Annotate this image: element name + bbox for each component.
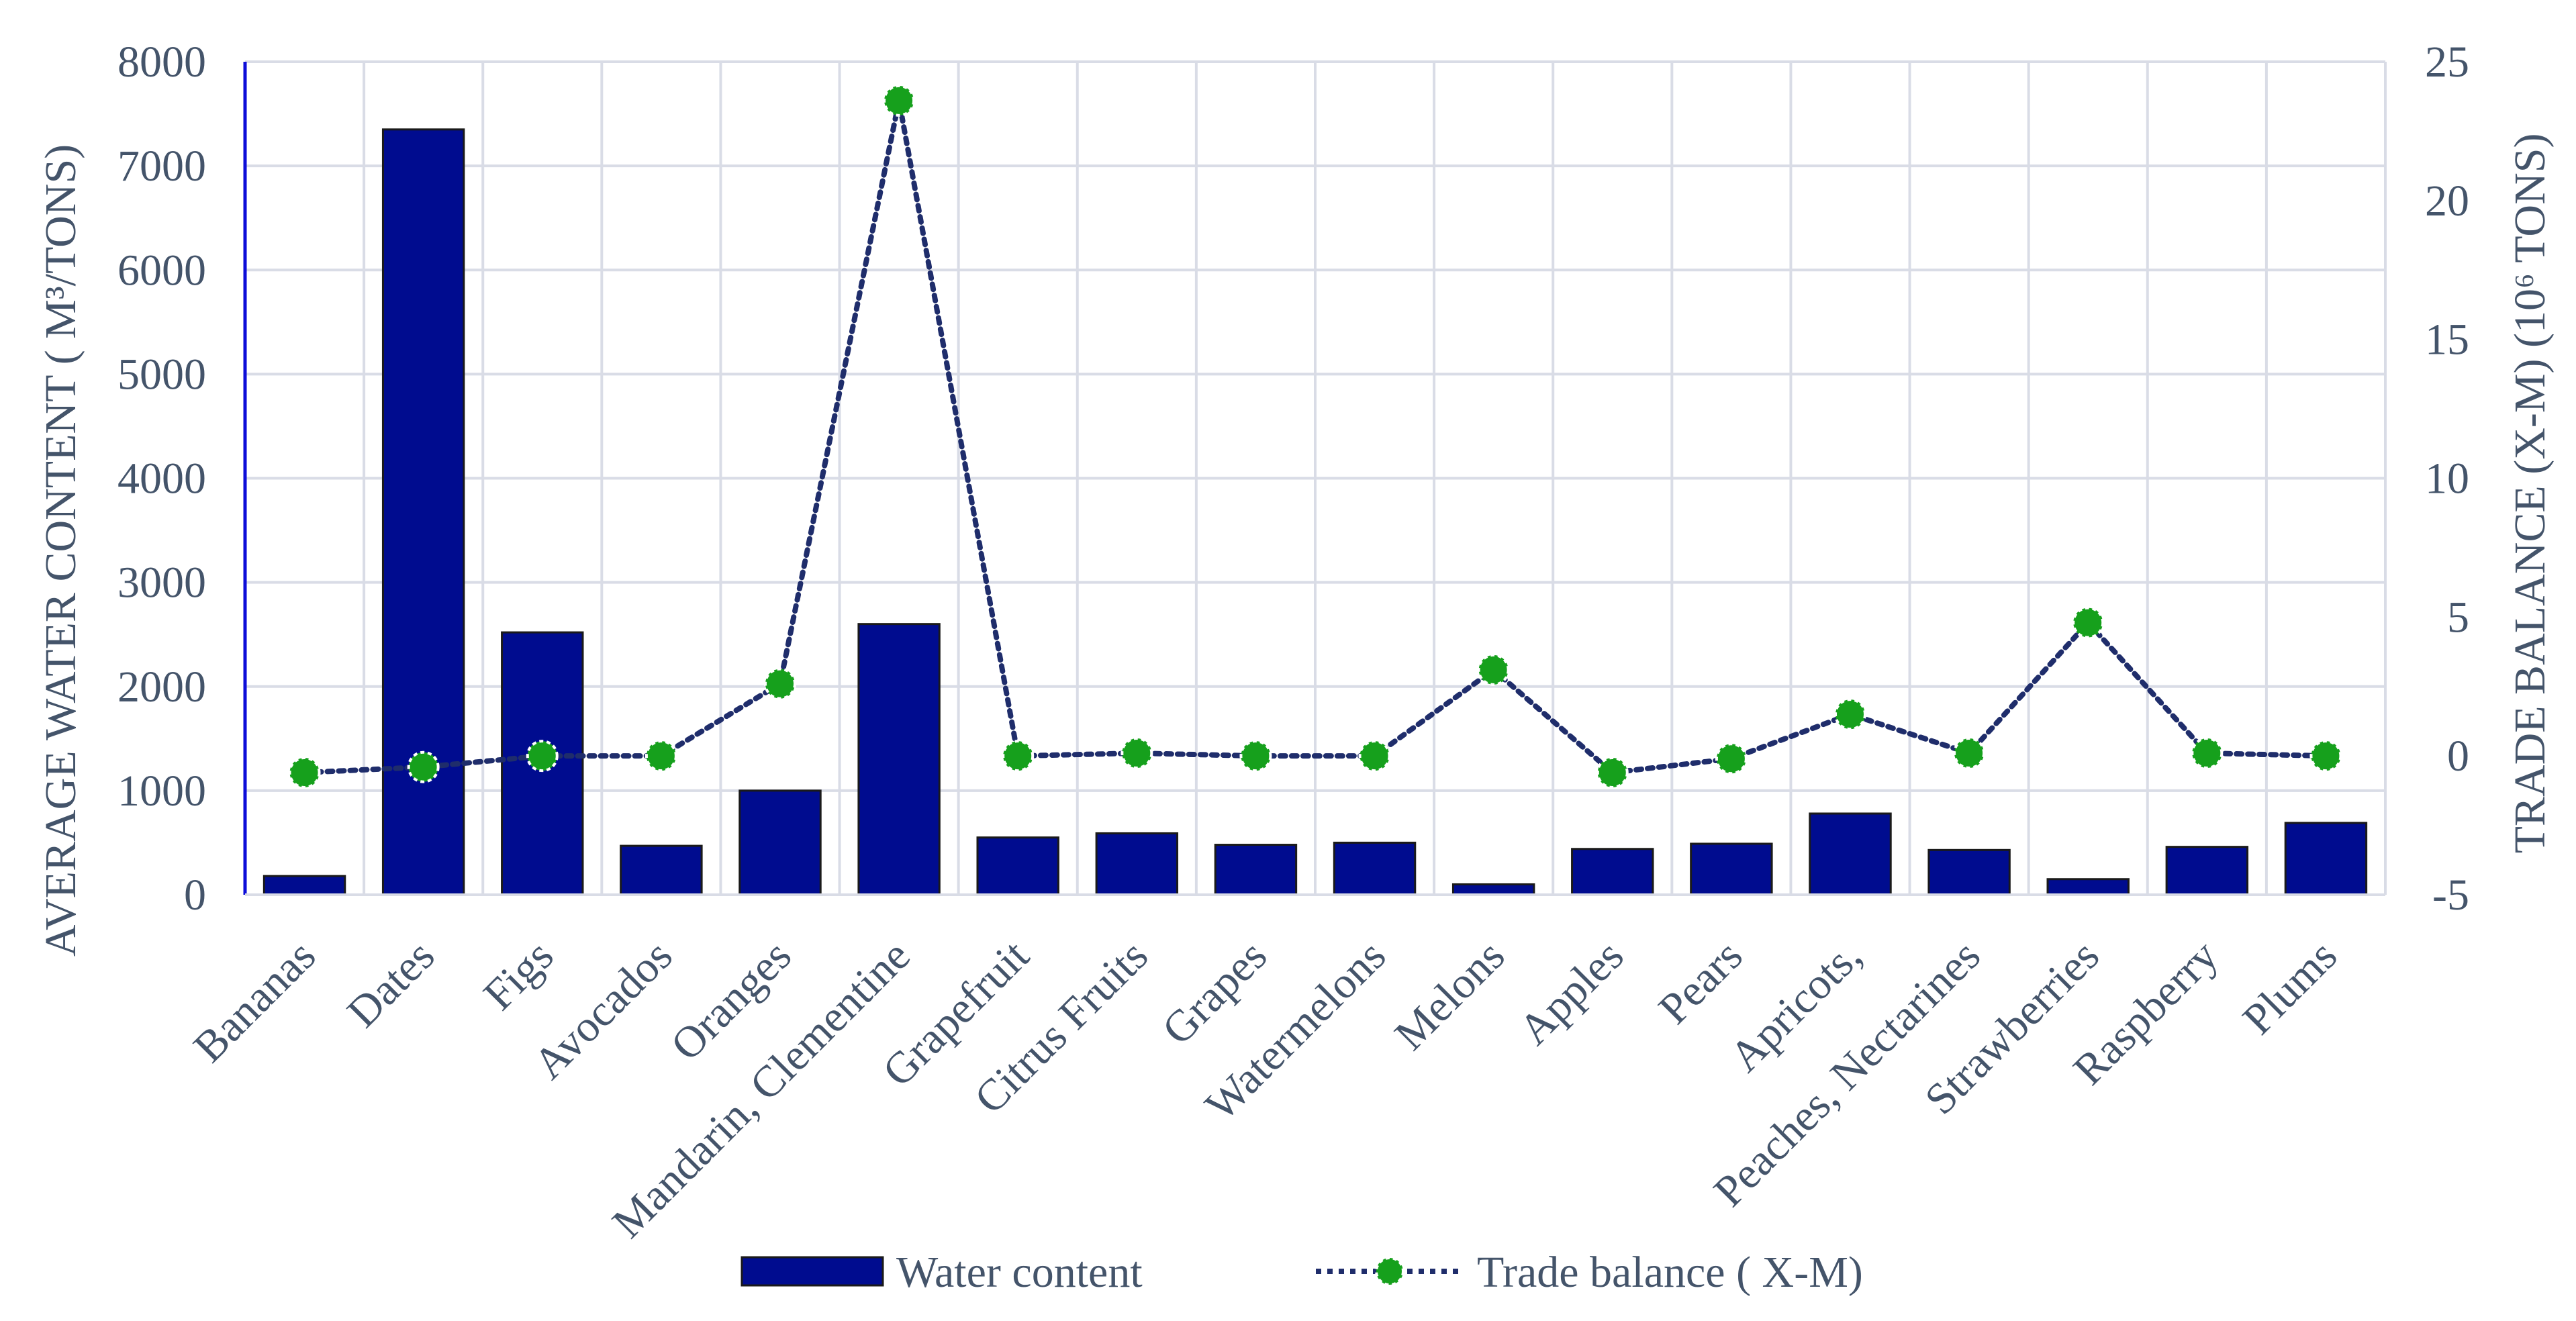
trade-point-dates	[407, 750, 440, 783]
trade-point-melons	[1477, 653, 1510, 686]
right-axis-title: TRADE BALANCE (X-M) (10⁶ TONS)	[2506, 134, 2555, 854]
trade-point-peaches-nectarines	[1953, 737, 1986, 770]
trade-point-grapefruit	[1002, 740, 1035, 773]
bar-grapefruit	[976, 836, 1059, 896]
left-tick-label: 6000	[117, 246, 206, 295]
trade-point-bananas	[288, 756, 321, 789]
category-label: Dates	[338, 931, 444, 1037]
bar-raspberry	[2165, 846, 2249, 896]
category-label: Plums	[2234, 931, 2346, 1044]
bar-citrus-fruits	[1095, 832, 1179, 896]
left-tick-label: 0	[184, 871, 206, 920]
grid-lines	[244, 60, 2387, 896]
axes	[243, 62, 2385, 896]
right-tick-label: -5	[2432, 871, 2469, 920]
legend-line-marker	[1375, 1257, 1404, 1286]
bar-melons	[1451, 883, 1535, 896]
trade-point-mandarin-clementine	[883, 84, 916, 117]
bar-apples	[1571, 848, 1654, 896]
trade-point-watermelons	[1358, 740, 1391, 773]
category-label: Apples	[1510, 931, 1633, 1055]
left-tick-label: 7000	[117, 142, 206, 191]
left-tick-label: 1000	[117, 767, 206, 816]
trade-point-avocados	[645, 740, 677, 773]
trade-point-grapes	[1239, 740, 1272, 773]
trade-balance-line	[301, 100, 2329, 776]
trade-point-oranges	[764, 667, 796, 700]
bar-watermelons	[1333, 841, 1417, 896]
bar-series-water-content	[263, 128, 2368, 896]
line-series-trade-balance	[288, 84, 2342, 789]
trade-point-plums	[2309, 740, 2342, 773]
right-tick-label: 20	[2425, 177, 2469, 226]
trade-point-apples	[1596, 756, 1629, 789]
right-axis-ticks: -5 0 5 10 15 20 25	[2425, 38, 2469, 920]
legend-label-trade-balance: Trade balance ( X-M)	[1477, 1248, 1863, 1297]
category-label: Figs	[474, 931, 563, 1020]
left-tick-label: 4000	[117, 454, 206, 503]
right-tick-label: 25	[2425, 38, 2469, 87]
trade-point-figs	[526, 740, 559, 773]
right-tick-label: 10	[2425, 454, 2469, 503]
bar-grapes	[1214, 844, 1298, 896]
category-label: Pears	[1650, 931, 1752, 1034]
trade-point-strawberries	[2072, 606, 2105, 639]
left-tick-label: 8000	[117, 38, 206, 87]
right-tick-label: 15	[2425, 315, 2469, 364]
bar-peaches-nectarines	[1927, 848, 2011, 896]
trade-point-citrus-fruits	[1120, 737, 1153, 770]
left-axis-title: AVERAGE WATER CONTENT ( M³/TONS)	[36, 144, 85, 957]
legend-bar-swatch	[741, 1256, 884, 1287]
category-label: Melons	[1386, 931, 1515, 1060]
trade-point-apricots	[1834, 698, 1866, 731]
right-tick-label: 0	[2447, 732, 2469, 781]
category-label: Bananas	[184, 931, 325, 1072]
left-tick-label: 2000	[117, 663, 206, 712]
bar-avocados	[620, 844, 703, 896]
trade-point-pears	[1715, 742, 1748, 775]
bar-strawberries	[2046, 878, 2130, 896]
bar-plums	[2284, 822, 2368, 896]
right-tick-label: 5	[2447, 593, 2469, 642]
bar-oranges	[738, 789, 822, 896]
legend: Water content Trade balance ( X-M)	[741, 1248, 1863, 1297]
bar-pears	[1690, 842, 1773, 896]
bar-bananas	[263, 875, 346, 896]
bar-mandarin-clementine	[857, 623, 941, 896]
left-tick-label: 3000	[117, 558, 206, 607]
left-axis-ticks: 0 1000 2000 3000 4000 5000 6000 7000 8000	[117, 38, 206, 920]
bar-apricots	[1809, 812, 1892, 896]
category-labels: Bananas Dates FigsAvocadosOrangesMandarin,…	[184, 931, 2346, 1248]
trade-point-raspberry	[2191, 737, 2224, 770]
left-tick-label: 5000	[117, 350, 206, 399]
legend-label-water-content: Water content	[896, 1248, 1143, 1297]
